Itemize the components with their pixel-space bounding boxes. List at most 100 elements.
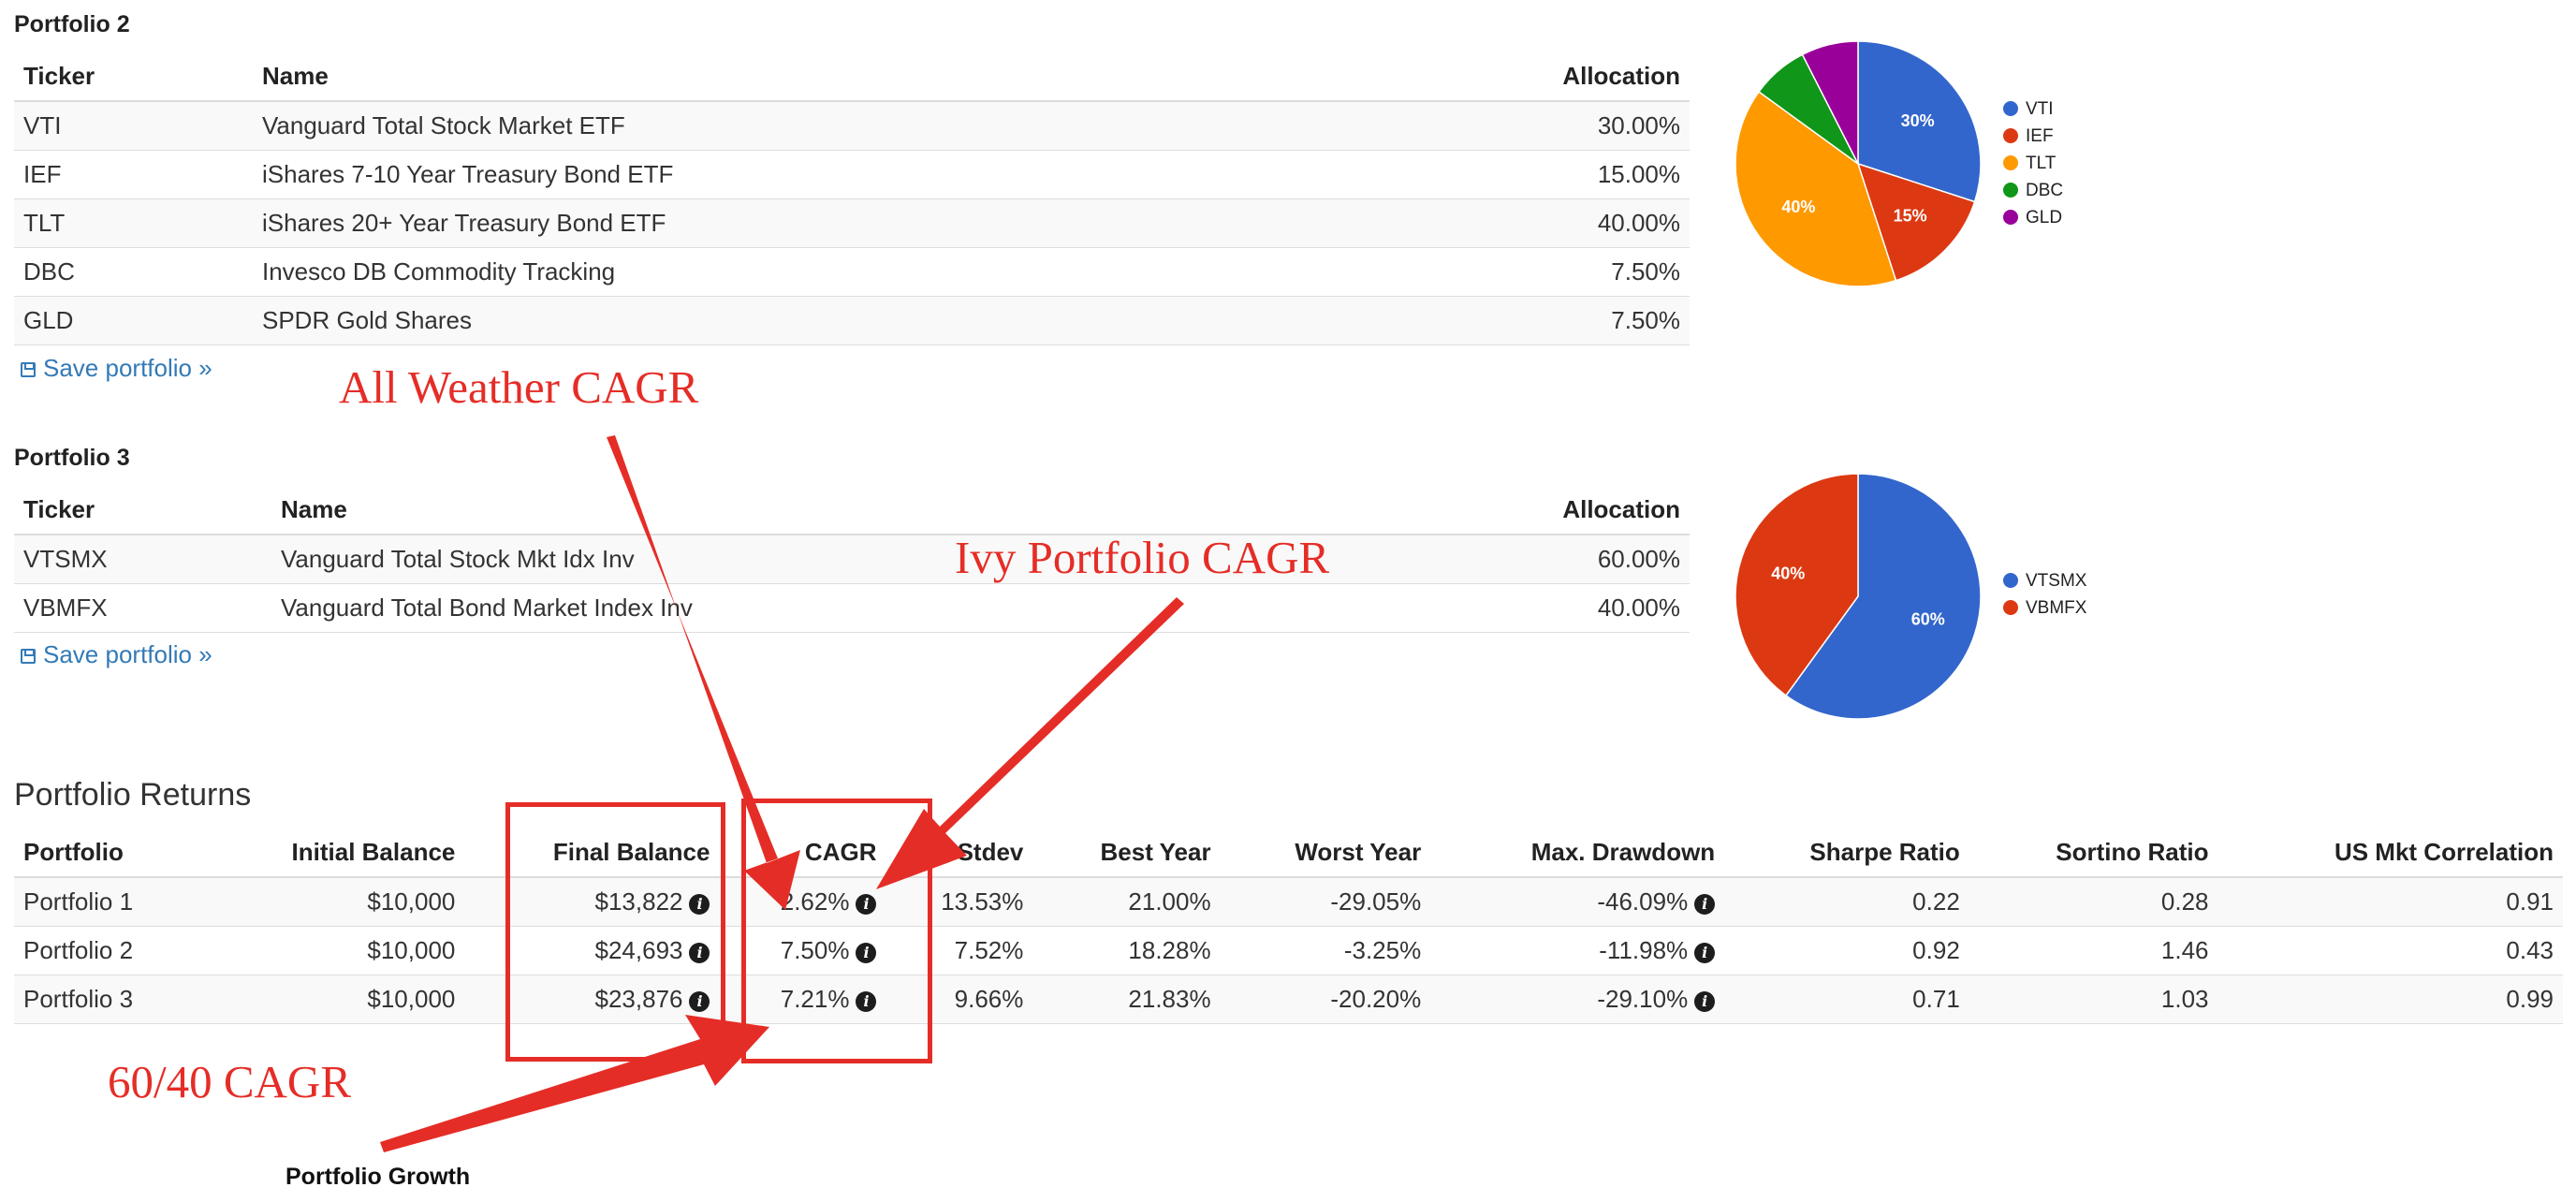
info-icon[interactable]: i	[856, 943, 877, 963]
ticker-header: Ticker	[14, 51, 253, 102]
allocation-cell: 40.00%	[1348, 583, 1690, 633]
cagr-value: 7.21%	[780, 985, 850, 1013]
legend-label: TLT	[2026, 154, 2056, 173]
us-mkt-correlation-cell: 0.99	[2217, 975, 2563, 1024]
worst-year-cell: -29.05%	[1220, 877, 1431, 927]
allocation-cell: 15.00%	[1343, 150, 1690, 199]
table-row: VBMFX Vanguard Total Bond Market Index In…	[14, 583, 1690, 633]
save-portfolio2-label: Save portfolio »	[43, 354, 212, 382]
legend-label: GLD	[2026, 208, 2063, 227]
pie-slice-vti[interactable]	[1857, 40, 1982, 203]
max-drawdown-cell: -29.10% i	[1430, 975, 1725, 1024]
pie-slice-vbmfx[interactable]	[1734, 473, 1859, 697]
cagr-value: 7.50%	[780, 936, 850, 964]
table-header-row: Ticker Name Allocation	[14, 51, 1690, 102]
save-portfolio2-link[interactable]: Save portfolio »	[21, 354, 212, 383]
table-row: Portfolio 3 $10,000 $23,876 i 7.21% i 9.66…	[14, 975, 2563, 1024]
name-header: Name	[271, 485, 1349, 535]
pie-slice-label: 30%	[1901, 111, 1935, 130]
portfolio3-legend: VTSMX VBMFX	[2003, 567, 2086, 622]
max-drawdown-value: -46.09%	[1597, 887, 1689, 916]
cagr-cell: 7.21% i	[719, 975, 886, 1024]
all-weather-annotation: All Weather CAGR	[339, 361, 699, 413]
table-header-row: Ticker Name Allocation	[14, 485, 1690, 535]
portfolio3-table: Ticker Name Allocation VTSMX Vanguard Tot…	[14, 485, 1690, 633]
sixty-forty-annotation: 60/40 CAGR	[108, 1056, 352, 1107]
table-row: Portfolio 1 $10,000 $13,822 i 2.62% i 13.5…	[14, 877, 2563, 927]
legend-item-vtsmx: VTSMX	[2003, 567, 2086, 594]
table-row: VTI Vanguard Total Stock Market ETF 30.00%	[14, 101, 1690, 151]
name-cell: iShares 7-10 Year Treasury Bond ETF	[253, 150, 1344, 199]
name-cell: iShares 20+ Year Treasury Bond ETF	[253, 198, 1344, 248]
ticker-cell: VTSMX	[14, 535, 271, 584]
stdev-cell: 9.66%	[886, 975, 1033, 1024]
allocation-header: Allocation	[1348, 485, 1690, 535]
name-header: Name	[253, 51, 1344, 102]
sharpe-ratio-cell: 0.71	[1724, 975, 1969, 1024]
pie-slice-gld[interactable]	[1801, 40, 1859, 165]
best-year-cell: 21.83%	[1032, 975, 1221, 1024]
ticker-header: Ticker	[14, 485, 271, 535]
legend-label: VTSMX	[2026, 571, 2087, 591]
allocation-cell: 30.00%	[1343, 101, 1690, 151]
legend-item-tlt: TLT	[2003, 150, 2063, 177]
info-icon[interactable]: i	[856, 894, 877, 915]
max-drawdown-cell: -46.09% i	[1430, 877, 1725, 927]
portfolio-cell: Portfolio 3	[14, 975, 200, 1024]
final-balance-value: $23,876	[594, 985, 683, 1013]
portfolio-growth-title: Portfolio Growth	[285, 1164, 471, 1190]
name-cell: Invesco DB Commodity Tracking	[253, 247, 1344, 297]
info-icon[interactable]: i	[1694, 991, 1716, 1012]
name-cell: Vanguard Total Bond Market Index Inv	[271, 583, 1349, 633]
info-icon[interactable]: i	[856, 991, 877, 1012]
table-row: IEF iShares 7-10 Year Treasury Bond ETF 15…	[14, 150, 1690, 199]
legend-item-vbmfx: VBMFX	[2003, 594, 2086, 622]
info-icon[interactable]: i	[689, 943, 710, 963]
save-portfolio3-link[interactable]: Save portfolio »	[21, 640, 212, 669]
table-row: VTSMX Vanguard Total Stock Mkt Idx Inv 60.…	[14, 535, 1690, 584]
legend-swatch	[2003, 210, 2018, 225]
allocation-cell: 7.50%	[1343, 296, 1690, 345]
info-icon[interactable]: i	[1694, 894, 1716, 915]
sharpe-ratio-header: Sharpe Ratio	[1724, 828, 1969, 878]
legend-swatch	[2003, 573, 2018, 588]
name-cell: SPDR Gold Shares	[253, 296, 1344, 345]
ticker-cell: VTI	[14, 101, 253, 151]
sharpe-ratio-cell: 0.92	[1724, 926, 1969, 975]
legend-label: VTI	[2026, 99, 2054, 119]
floppy-disk-icon	[21, 649, 36, 664]
table-row: Portfolio 2 $10,000 $24,693 i 7.50% i 7.52…	[14, 926, 2563, 975]
allocation-header: Allocation	[1343, 51, 1690, 102]
max-drawdown-header: Max. Drawdown	[1430, 828, 1725, 878]
us-mkt-correlation-header: US Mkt Correlation	[2217, 828, 2563, 878]
allocation-cell: 60.00%	[1348, 535, 1690, 584]
portfolio2-pie-chart: 30% 15% 40%	[1734, 40, 1982, 287]
pie-slice-vtsmx[interactable]	[1784, 473, 1982, 720]
info-icon[interactable]: i	[1694, 943, 1716, 963]
save-portfolio3-label: Save portfolio »	[43, 640, 212, 668]
pie-slice-tlt[interactable]	[1734, 90, 1897, 287]
worst-year-header: Worst Year	[1220, 828, 1431, 878]
allocation-cell: 7.50%	[1343, 247, 1690, 297]
final-balance-highlight-box	[505, 802, 725, 1062]
portfolio3-title: Portfolio 3	[14, 445, 130, 471]
table-row: TLT iShares 20+ Year Treasury Bond ETF 40.…	[14, 198, 1690, 248]
portfolio2-title: Portfolio 2	[14, 11, 130, 37]
legend-label: DBC	[2026, 181, 2064, 200]
info-icon[interactable]: i	[689, 991, 710, 1012]
portfolio-cell: Portfolio 1	[14, 877, 200, 927]
ticker-cell: TLT	[14, 198, 253, 248]
legend-item-vti: VTI	[2003, 95, 2063, 123]
portfolio2-legend: VTI IEF TLT DBC GLD	[2003, 95, 2063, 231]
max-drawdown-value: -29.10%	[1597, 985, 1689, 1013]
name-cell: Vanguard Total Stock Market ETF	[253, 101, 1344, 151]
portfolio-cell: Portfolio 2	[14, 926, 200, 975]
worst-year-cell: -20.20%	[1220, 975, 1431, 1024]
allocation-cell: 40.00%	[1343, 198, 1690, 248]
legend-item-dbc: DBC	[2003, 177, 2063, 204]
initial-balance-cell: $10,000	[199, 877, 465, 927]
pie-slice-label: 40%	[1771, 564, 1805, 583]
sortino-ratio-cell: 1.03	[1969, 975, 2218, 1024]
table-header-row: Portfolio Initial Balance Final Balance …	[14, 828, 2563, 878]
returns-title: Portfolio Returns	[14, 777, 252, 813]
